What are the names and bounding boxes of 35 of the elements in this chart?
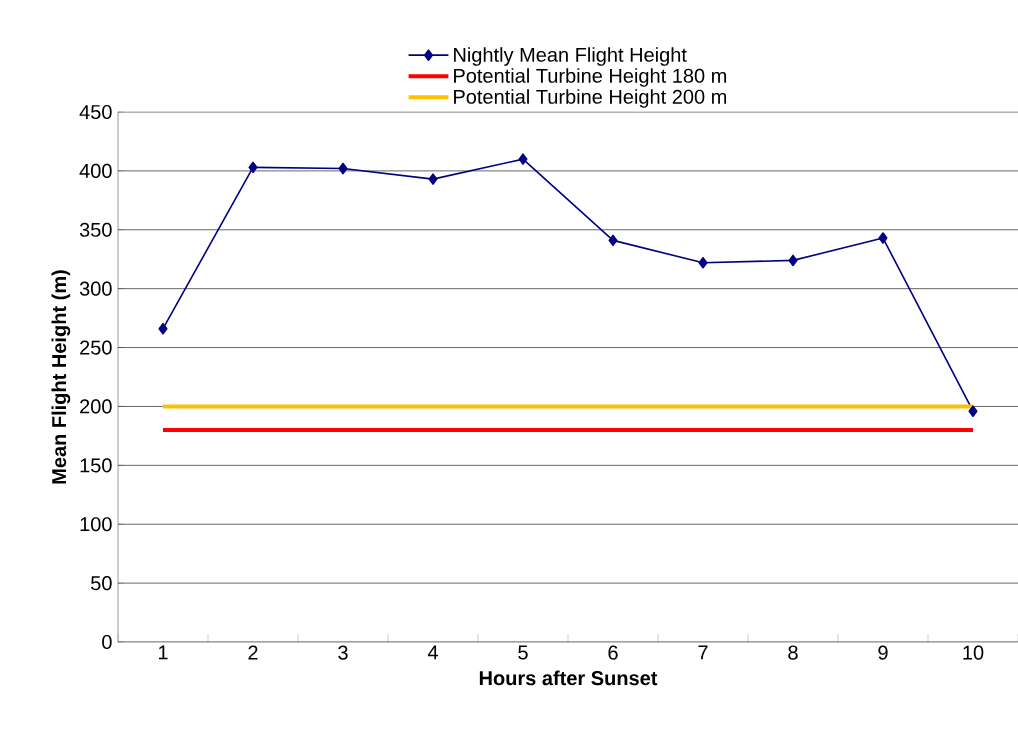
y-tick-label: 400 (79, 163, 112, 178)
legend-label: Nightly Mean Flight Height (454, 47, 687, 66)
point (338, 162, 348, 175)
x-tick-label: 4 (427, 645, 438, 660)
legend-label: Potential Turbine Height 180 m (454, 68, 727, 87)
x-tick-label: 7 (698, 645, 708, 660)
legend-label: Potential Turbine Height 200 m (454, 89, 727, 108)
x-axis-title: Hours after Sunset (479, 670, 658, 686)
x-tick-label: 2 (248, 645, 258, 660)
point (878, 232, 888, 244)
point (968, 405, 978, 417)
x-tick-label: 5 (518, 645, 528, 660)
y-tick-label: 150 (80, 458, 112, 473)
y-tick-label: 50 (91, 576, 112, 591)
y-tick-label: 450 (79, 104, 112, 120)
point (608, 234, 618, 247)
x-tick-label: 3 (338, 645, 348, 660)
point (518, 153, 528, 165)
x-tick-label: 6 (608, 645, 618, 660)
y-tick-label: 200 (80, 399, 112, 414)
point (248, 161, 258, 174)
y-tick-label: 350 (79, 222, 112, 237)
x-tick-label: 8 (788, 645, 798, 660)
y-tick-label: 100 (80, 517, 112, 532)
x-tick-label: 1 (158, 645, 168, 660)
x-tick-label: 9 (878, 645, 888, 660)
x-tick-label: 10 (963, 645, 984, 660)
y-axis-title: Mean Flight Height (m) (51, 270, 71, 484)
y-tick-label: 250 (80, 340, 112, 355)
point (158, 322, 168, 335)
y-tick-label: 300 (79, 281, 112, 296)
point (428, 173, 438, 185)
y-tick-label: 0 (102, 634, 112, 650)
point (788, 254, 798, 267)
point (698, 256, 708, 269)
